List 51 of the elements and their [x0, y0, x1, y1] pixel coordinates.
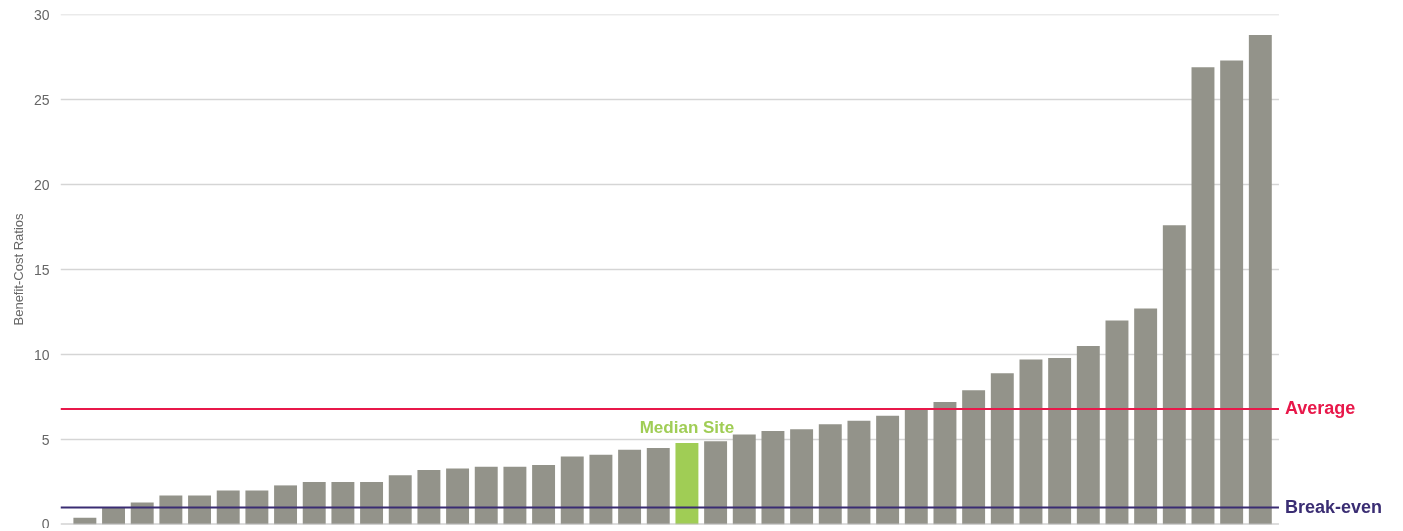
bar — [1105, 320, 1129, 525]
bar — [990, 373, 1014, 525]
y-tick-label: 5 — [41, 431, 50, 448]
bar — [417, 470, 441, 525]
annotation: Median Site — [639, 417, 735, 437]
bar — [560, 456, 584, 525]
bar — [360, 482, 384, 525]
bar — [302, 482, 326, 525]
bar — [474, 466, 498, 525]
bar — [904, 408, 928, 525]
y-tick-label: 10 — [33, 346, 50, 363]
bar — [1019, 359, 1043, 525]
bar — [446, 468, 470, 525]
bar — [646, 448, 670, 525]
bar — [589, 454, 613, 525]
bar — [1191, 67, 1215, 525]
bar — [704, 441, 728, 525]
y-tick-label: 15 — [33, 261, 50, 278]
y-tick-label: 20 — [33, 176, 50, 193]
bar — [274, 485, 298, 525]
bar — [847, 420, 871, 525]
bar — [130, 502, 154, 525]
bar — [1162, 225, 1186, 525]
bar — [732, 434, 756, 525]
bar — [1220, 60, 1244, 525]
y-tick-label: 0 — [41, 515, 50, 531]
bar — [331, 482, 355, 525]
bar — [1048, 357, 1072, 525]
bar — [761, 431, 785, 525]
bar — [1134, 308, 1158, 525]
ref-line-label: Break-even — [1284, 496, 1383, 517]
y-tick-label: 30 — [33, 6, 50, 23]
bar — [790, 429, 814, 525]
bar — [245, 490, 269, 525]
bar — [962, 390, 986, 525]
y-axis-title: Benefit-Cost Ratios — [10, 213, 26, 326]
bar — [618, 449, 642, 525]
bar — [159, 495, 183, 525]
ref-line-label: Average — [1284, 397, 1356, 418]
bar — [1076, 346, 1100, 525]
bar — [1248, 34, 1272, 525]
bar — [388, 475, 412, 525]
bar — [503, 466, 527, 525]
bar — [216, 490, 240, 525]
bar — [818, 424, 842, 525]
bar — [876, 415, 900, 525]
bar — [532, 465, 556, 525]
bar — [188, 495, 212, 525]
y-tick-label: 25 — [33, 91, 50, 108]
bar — [675, 442, 699, 525]
bar — [933, 402, 957, 525]
